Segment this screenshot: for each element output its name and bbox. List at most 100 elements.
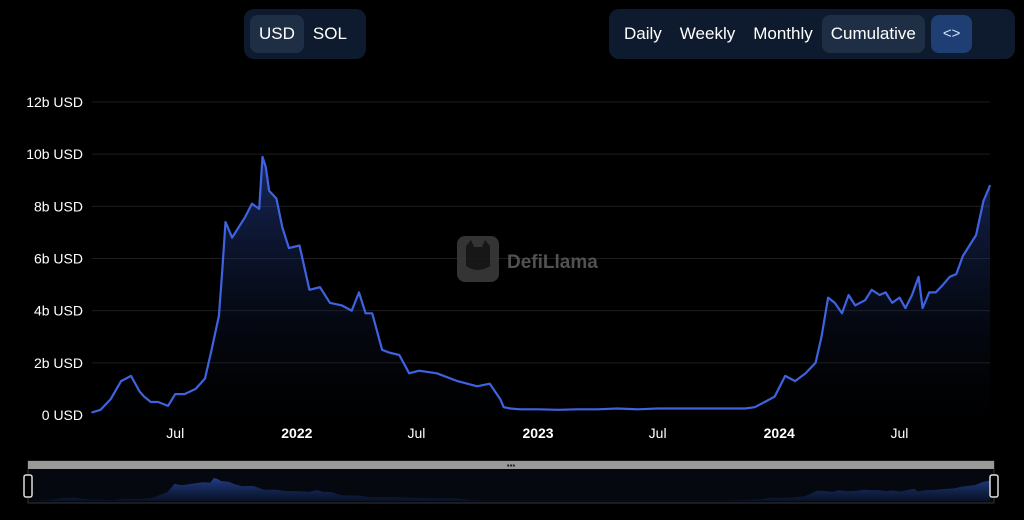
y-axis: 0 USD 2b USD 4b USD 6b USD 8b USD 10b USD 12b …	[26, 94, 83, 423]
watermark-text: DefiLlama	[507, 252, 598, 273]
data-point	[804, 372, 807, 375]
data-point	[258, 208, 261, 210]
data-point	[120, 380, 122, 382]
data-point	[358, 291, 360, 294]
data-point	[962, 255, 964, 257]
daily-button[interactable]: Daily	[624, 24, 662, 43]
x-tick-label: Jul	[891, 425, 909, 441]
data-point	[921, 307, 924, 309]
data-point	[194, 388, 197, 390]
data-point	[381, 349, 383, 351]
data-point	[827, 296, 829, 299]
data-point	[982, 200, 985, 202]
data-point	[350, 309, 353, 312]
data-point	[157, 401, 159, 403]
data-point	[730, 407, 732, 410]
data-point	[371, 312, 374, 315]
data-point	[878, 294, 881, 296]
data-point	[975, 234, 977, 236]
x-tick-label: Jul	[166, 425, 184, 441]
data-point	[717, 407, 720, 410]
data-point	[244, 216, 247, 218]
data-point	[319, 286, 321, 289]
code-icon[interactable]: <>	[930, 15, 973, 53]
data-point	[942, 283, 944, 286]
data-point	[418, 369, 420, 372]
data-point	[519, 408, 521, 411]
x-axis: Jul 2022 Jul 2023 Jul 2024 Jul	[166, 425, 908, 441]
brush-left-handle[interactable]	[23, 474, 33, 498]
data-point	[677, 407, 679, 410]
brush-top-bar[interactable]	[28, 461, 994, 469]
y-tick-label: 12b USD	[26, 94, 83, 110]
data-point	[928, 291, 930, 294]
llama-head-shape	[466, 240, 490, 270]
monthly-button[interactable]: Monthly	[753, 24, 813, 43]
data-point	[948, 276, 951, 278]
data-point	[364, 312, 367, 315]
x-tick-label: Jul	[649, 425, 667, 441]
data-point	[917, 276, 920, 278]
data-point	[763, 401, 766, 403]
data-point	[537, 408, 539, 411]
data-point	[864, 299, 866, 302]
data-point	[281, 226, 284, 228]
data-point	[408, 372, 411, 375]
data-point	[968, 244, 971, 247]
data-point	[884, 291, 887, 294]
data-point	[820, 336, 823, 338]
data-point	[773, 395, 776, 398]
data-point	[656, 407, 659, 410]
data-point	[557, 409, 560, 411]
data-point	[174, 393, 177, 395]
area-fill	[92, 156, 990, 416]
y-tick-label: 4b USD	[34, 303, 83, 319]
brush-preview-area	[32, 478, 990, 501]
data-point	[130, 375, 132, 377]
data-point	[744, 407, 746, 410]
data-point	[398, 354, 401, 356]
data-point	[183, 393, 186, 395]
data-point	[754, 406, 756, 409]
brush-grip-icon: ▪▪▪	[507, 461, 516, 470]
data-point	[436, 372, 438, 375]
data-point	[489, 382, 491, 385]
data-point	[167, 405, 169, 407]
data-point	[221, 270, 223, 273]
y-tick-label: 0 USD	[42, 407, 83, 423]
usd-button[interactable]: USD	[250, 15, 304, 53]
data-point	[210, 349, 213, 351]
data-point	[935, 291, 937, 294]
data-point	[251, 202, 253, 205]
cumulative-button[interactable]: Cumulative	[821, 15, 925, 53]
x-tick-label: 2023	[522, 425, 553, 441]
data-point	[298, 244, 301, 247]
interval-toggle: Daily Weekly Monthly Cumulative <>	[609, 9, 1015, 59]
data-point	[637, 408, 639, 411]
data-point	[109, 398, 112, 401]
y-tick-label: 2b USD	[34, 355, 83, 371]
data-point	[904, 307, 907, 309]
sol-button[interactable]: SOL	[312, 24, 347, 43]
weekly-button[interactable]: Weekly	[679, 24, 736, 43]
data-point	[231, 236, 233, 239]
data-point	[204, 377, 206, 380]
data-point	[898, 296, 901, 299]
data-point	[784, 375, 786, 377]
data-point	[143, 395, 145, 398]
data-point	[596, 408, 599, 411]
data-point	[218, 315, 220, 317]
data-point	[288, 247, 290, 249]
range-brush[interactable]: ▪▪▪	[23, 460, 999, 504]
data-point	[870, 289, 873, 291]
data-point	[329, 302, 331, 304]
data-point	[456, 380, 459, 382]
data-point	[854, 304, 856, 307]
brush-right-handle[interactable]	[989, 474, 999, 498]
y-tick-label: 6b USD	[34, 251, 83, 267]
data-point	[576, 408, 578, 411]
data-point	[265, 166, 267, 168]
data-point	[275, 197, 278, 200]
data-point	[616, 407, 619, 410]
